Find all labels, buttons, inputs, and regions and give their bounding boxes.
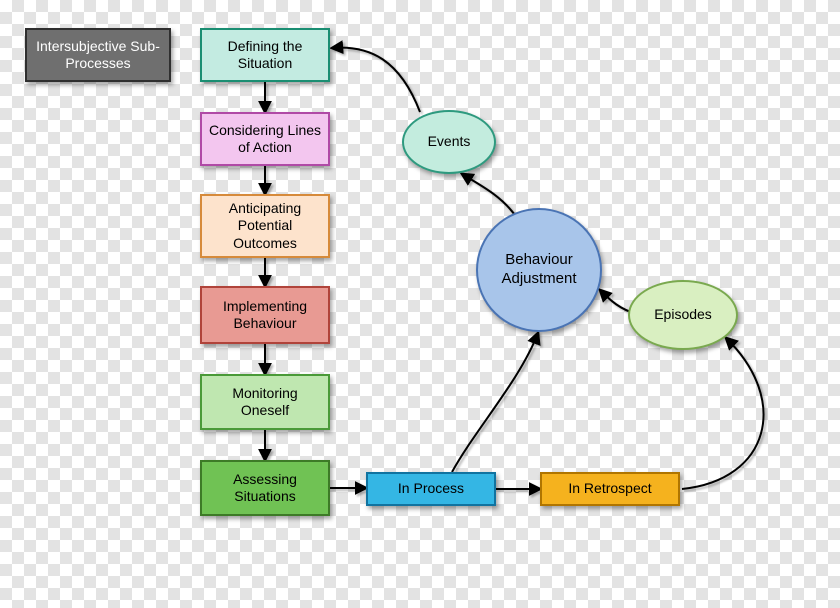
node-label: Considering Lines of Action xyxy=(208,122,322,157)
node-label: In Retrospect xyxy=(568,480,651,498)
node-inretrospect: In Retrospect xyxy=(540,472,680,506)
node-label: Intersubjective Sub-Processes xyxy=(33,38,163,73)
edge xyxy=(452,333,538,472)
edge xyxy=(462,174,515,215)
node-events: Events xyxy=(402,110,496,174)
node-inprocess: In Process xyxy=(366,472,496,506)
edge xyxy=(332,48,420,112)
node-considering: Considering Lines of Action xyxy=(200,112,330,166)
node-label: Episodes xyxy=(654,306,712,324)
node-label: Defining the Situation xyxy=(208,38,322,73)
node-assessing: Assessing Situations xyxy=(200,460,330,516)
node-defining: Defining the Situation xyxy=(200,28,330,82)
node-implementing: Implementing Behaviour xyxy=(200,286,330,344)
node-label: Monitoring Oneself xyxy=(208,385,322,420)
diagram-canvas: Intersubjective Sub-Processes Defining t… xyxy=(0,0,840,608)
node-monitoring: Monitoring Oneself xyxy=(200,374,330,430)
node-episodes: Episodes xyxy=(628,280,738,350)
edge xyxy=(682,338,764,489)
node-label: Assessing Situations xyxy=(208,471,322,506)
node-intersubjective: Intersubjective Sub-Processes xyxy=(25,28,171,82)
node-label: In Process xyxy=(398,480,464,498)
node-behaviour-adjustment: Behaviour Adjustment xyxy=(476,208,602,332)
node-anticipating: Anticipating Potential Outcomes xyxy=(200,194,330,258)
node-label: Events xyxy=(428,133,471,151)
node-label: Implementing Behaviour xyxy=(208,298,322,333)
node-label: Behaviour Adjustment xyxy=(484,251,594,289)
node-label: Anticipating Potential Outcomes xyxy=(208,200,322,253)
